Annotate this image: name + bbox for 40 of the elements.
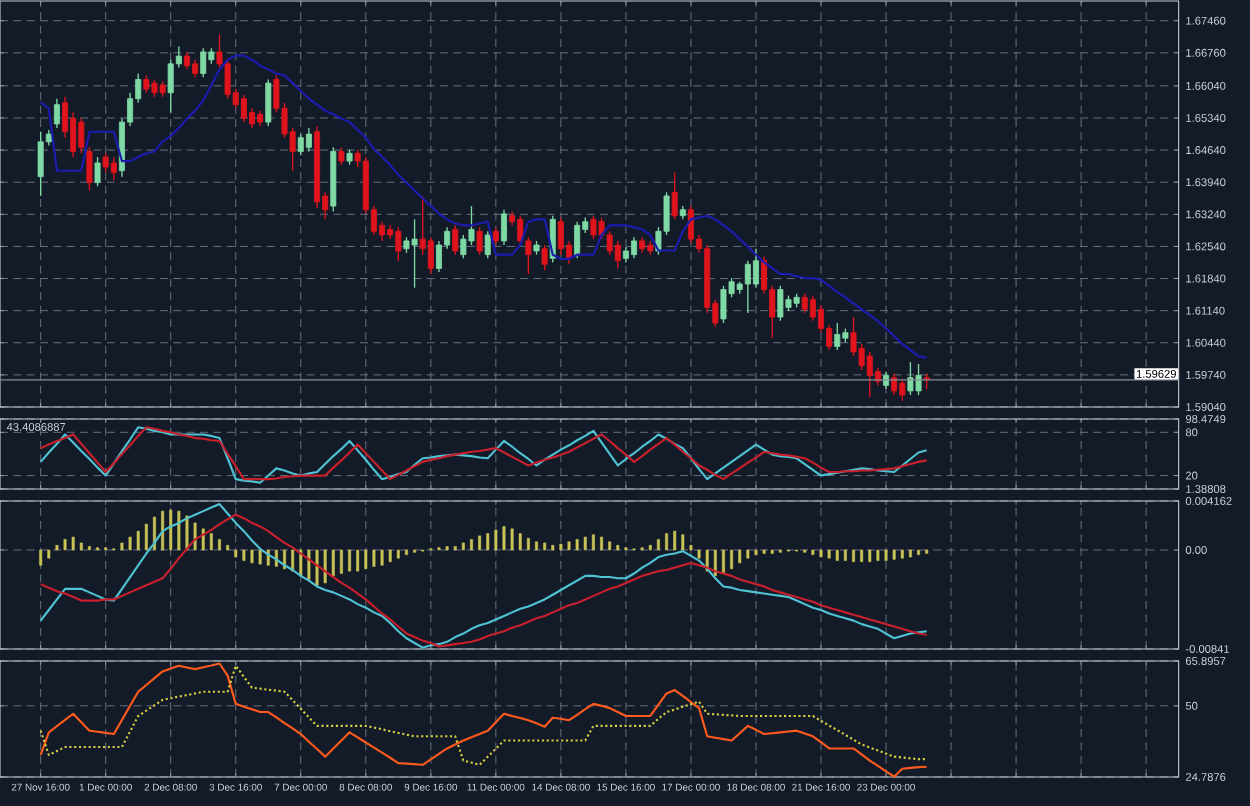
- candlestick: [557, 216, 564, 256]
- candlestick: [102, 152, 109, 174]
- candlestick: [809, 294, 816, 322]
- candlestick: [915, 363, 922, 396]
- candlestick: [484, 230, 491, 260]
- candlestick: [500, 209, 507, 246]
- candlestick: [395, 226, 402, 262]
- candlestick: [86, 146, 93, 192]
- candlestick: [297, 133, 304, 156]
- candlestick: [224, 59, 231, 100]
- candlestick: [574, 220, 581, 260]
- candlestick: [240, 94, 247, 123]
- candlestick: [614, 240, 621, 270]
- candlestick: [78, 117, 85, 154]
- candlestick: [752, 248, 759, 289]
- candlestick: [37, 131, 44, 197]
- candlestick: [687, 205, 694, 244]
- candlestick: [305, 127, 312, 153]
- candlestick: [777, 285, 784, 322]
- candlestick: [899, 378, 906, 402]
- candlestick: [200, 47, 207, 78]
- candlestick: [452, 224, 459, 256]
- candlestick: [110, 156, 117, 182]
- candlestick: [541, 244, 548, 271]
- candlestick: [265, 78, 272, 127]
- candlestick: [427, 236, 434, 275]
- candlestick: [671, 171, 678, 221]
- candlestick: [744, 259, 751, 314]
- candlestick: [476, 226, 483, 256]
- candlestick: [631, 236, 638, 260]
- candlestick: [94, 156, 101, 187]
- candlestick: [590, 215, 597, 240]
- candlestick: [460, 234, 467, 260]
- candlestick: [53, 98, 60, 129]
- candlestick: [411, 218, 418, 289]
- candlestick: [834, 322, 841, 351]
- candlestick: [866, 351, 873, 398]
- candlestick: [720, 285, 727, 324]
- candlestick: [801, 293, 808, 314]
- candlestick: [167, 59, 174, 114]
